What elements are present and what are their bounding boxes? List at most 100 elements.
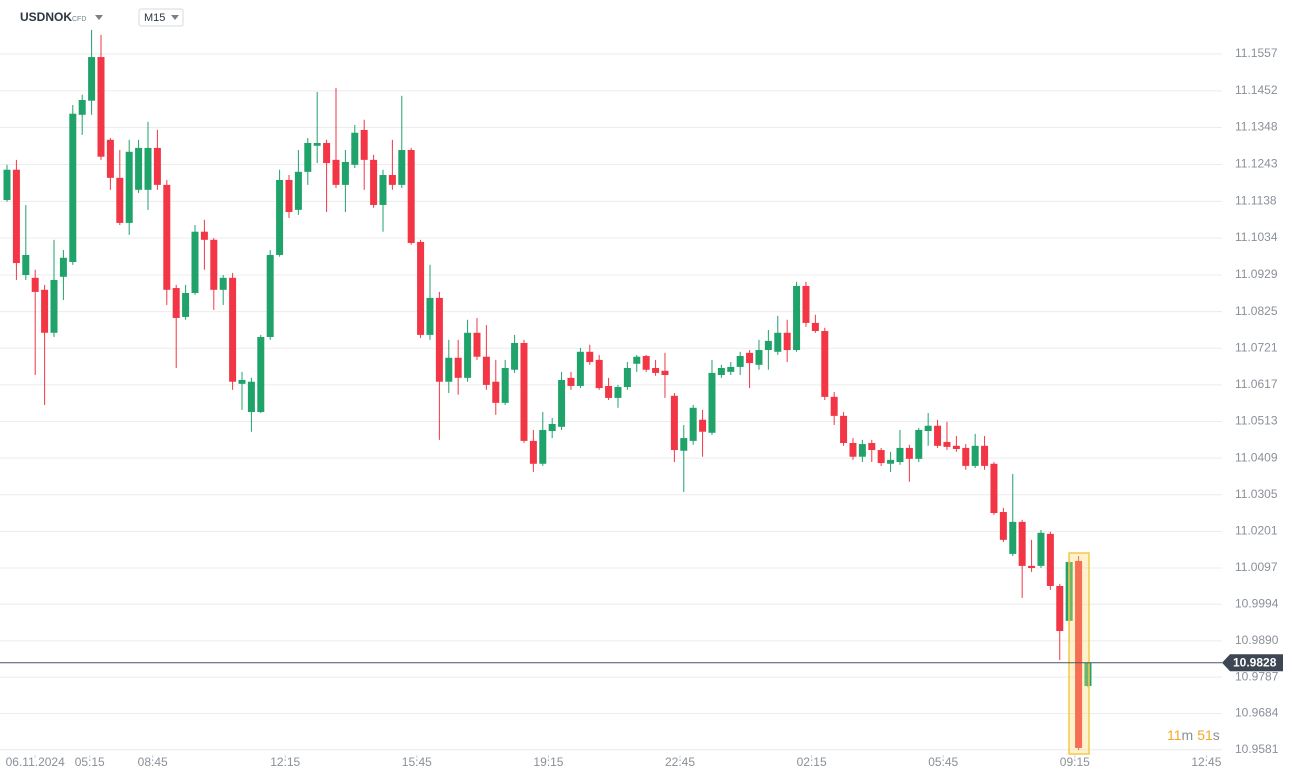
y-tick-label: 11.1348 <box>1235 120 1278 134</box>
candle-body <box>858 444 866 457</box>
candle-body <box>849 442 857 457</box>
candle-body <box>981 445 989 466</box>
candle-body <box>746 352 754 364</box>
candle-body <box>341 161 349 185</box>
candle-body <box>106 139 114 178</box>
y-tick-label: 11.0305 <box>1235 487 1278 501</box>
candle-body <box>905 447 913 459</box>
last-price-tag <box>1222 654 1283 672</box>
candle-body <box>360 129 368 160</box>
candle-body <box>793 285 801 351</box>
countdown-seconds-unit: s <box>1213 727 1220 743</box>
countdown-minutes-unit: m <box>1182 727 1194 743</box>
candle-body <box>623 367 631 388</box>
candle-body <box>454 357 462 378</box>
candle-body <box>276 179 284 255</box>
candle-body <box>652 367 660 373</box>
candle-body <box>116 177 124 223</box>
symbol: USDNOK <box>20 10 72 24</box>
y-tick-label: 11.1034 <box>1235 230 1278 244</box>
candle-body <box>238 379 246 384</box>
candle-body <box>1046 533 1054 586</box>
x-tick-label: 19:15 <box>533 755 563 769</box>
y-tick-label: 10.9787 <box>1235 669 1279 683</box>
candle-body <box>370 159 378 205</box>
candle-body <box>1056 585 1064 632</box>
candle-body <box>135 147 143 190</box>
candle-body <box>473 332 481 357</box>
candle-body <box>398 150 406 185</box>
candle-highlight <box>1068 552 1090 755</box>
timeframe-caret <box>171 15 179 20</box>
y-tick-label: 11.0201 <box>1235 524 1278 538</box>
candle-body <box>78 100 86 115</box>
y-tick-label: 11.0721 <box>1235 340 1278 354</box>
candle-body <box>934 425 942 446</box>
candle-body <box>802 285 810 323</box>
candle-body <box>313 142 321 146</box>
x-tick-label: 15:45 <box>402 755 432 769</box>
candle-body <box>88 57 96 101</box>
candle-body <box>924 425 932 432</box>
candle-body <box>1028 565 1036 569</box>
candle-body <box>689 407 697 441</box>
y-tick-label: 11.0097 <box>1235 560 1278 574</box>
candle-body <box>41 289 49 333</box>
candle-body <box>12 169 20 264</box>
timeframe-button[interactable] <box>138 8 184 27</box>
candle-body <box>22 254 30 276</box>
overlay: 10.9828 <box>0 654 1283 672</box>
candle-body <box>990 463 998 514</box>
y-tick-label: 10.9994 <box>1235 596 1279 610</box>
y-tick-label: 11.0513 <box>1235 414 1278 428</box>
candle-body <box>680 438 688 451</box>
candle-body <box>727 366 735 372</box>
instrument-type: CFD <box>72 16 86 23</box>
countdown: 11m 51s <box>1167 727 1220 743</box>
candle-body <box>567 377 575 386</box>
candle-body <box>1009 521 1017 554</box>
candle-body <box>764 340 772 351</box>
x-tick-label: 22:45 <box>665 755 695 769</box>
candle-body <box>783 332 791 351</box>
candle-body <box>445 357 453 382</box>
candle-body <box>125 151 133 223</box>
x-tick-label: 02:15 <box>797 755 827 769</box>
candle-body <box>332 159 340 185</box>
countdown-minutes: 11 <box>1167 727 1182 743</box>
candle-body <box>708 372 716 433</box>
candle-body <box>586 351 594 363</box>
candle-body <box>717 367 725 376</box>
y-tick-label: 10.9581 <box>1235 742 1279 756</box>
candle-body <box>943 441 951 447</box>
x-tick-label: 12:45 <box>1191 755 1221 769</box>
candle-body <box>840 415 848 443</box>
y-tick-label: 11.0617 <box>1235 377 1278 391</box>
candle-body <box>501 367 509 403</box>
candle-body <box>999 512 1007 540</box>
y-tick-label: 11.1138 <box>1235 194 1277 208</box>
candle-body <box>304 142 312 172</box>
y-tick-label: 11.0409 <box>1235 450 1278 464</box>
candle-body <box>633 356 641 364</box>
x-tick-label: 12:15 <box>270 755 300 769</box>
candle-body <box>736 356 744 367</box>
candle-body <box>153 147 161 185</box>
candle-body <box>511 342 519 370</box>
x-tick-label: 06.11.2024 <box>6 755 65 769</box>
candle-body <box>1075 560 1083 748</box>
candle-body <box>877 450 885 464</box>
y-tick-label: 10.9684 <box>1235 706 1279 720</box>
candle-body <box>915 429 923 459</box>
candle-body <box>351 132 359 165</box>
candle-body <box>435 297 443 382</box>
candle-body <box>31 277 39 292</box>
y-tick-label: 11.1452 <box>1235 83 1278 97</box>
candle-body <box>539 429 547 464</box>
symbol-dropdown[interactable] <box>95 15 103 20</box>
candle-body <box>642 356 650 370</box>
candles <box>3 29 1092 751</box>
candle-body <box>182 292 190 317</box>
candle-body <box>1018 521 1026 566</box>
candle-body <box>294 171 302 210</box>
